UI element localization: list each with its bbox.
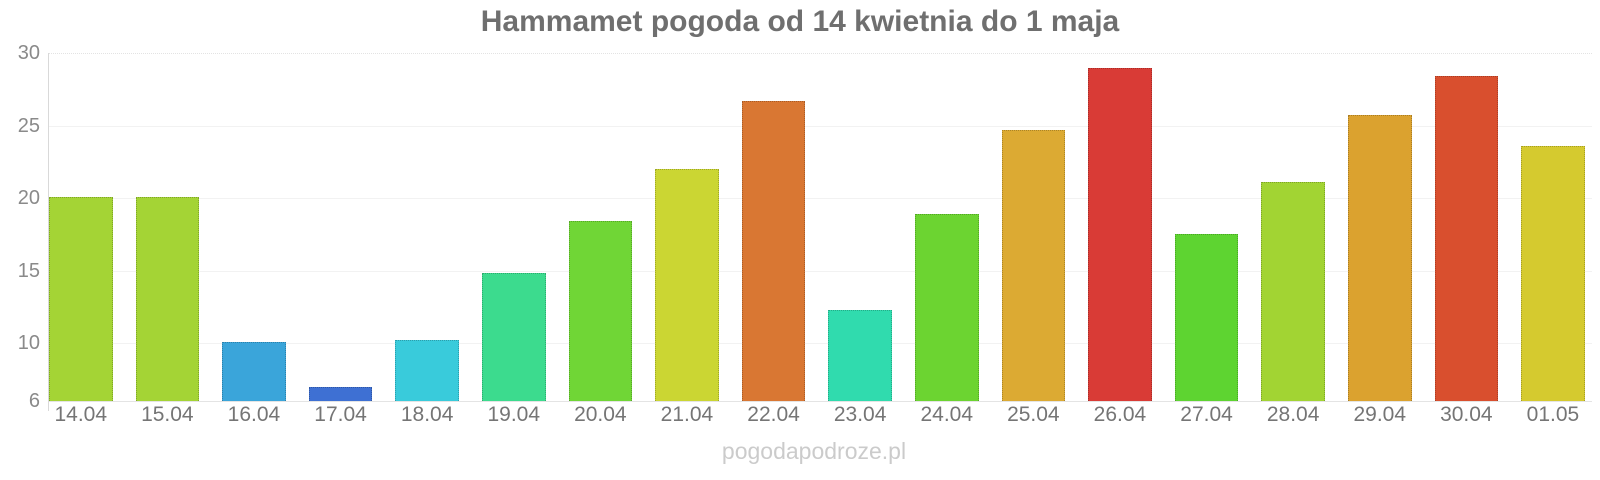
chart-title: Hammamet pogoda od 14 kwietnia do 1 maja xyxy=(480,5,1120,38)
x-tick-label: 15.04 xyxy=(141,403,194,426)
bar-27.04[interactable] xyxy=(1174,234,1239,401)
x-tick-label: 26.04 xyxy=(1093,403,1147,426)
bar-22.04[interactable] xyxy=(741,100,806,401)
x-tick-label: 01.05 xyxy=(1526,403,1580,426)
x-tick-label: 27.04 xyxy=(1180,403,1233,426)
x-tick-label: 17.04 xyxy=(314,403,367,426)
bar-26.04[interactable] xyxy=(1088,67,1152,401)
y-tick-label: 10 xyxy=(17,332,40,354)
bar-28.04[interactable] xyxy=(1261,182,1325,401)
x-tick-label: 21.04 xyxy=(660,403,714,426)
x-tick-label: 28.04 xyxy=(1266,403,1320,426)
bar-15.04[interactable] xyxy=(135,196,200,401)
grid-line-30 xyxy=(48,53,1592,54)
x-axis-baseline xyxy=(48,401,1592,402)
grid-line-10 xyxy=(48,343,1592,344)
x-tick-label: 25.04 xyxy=(1007,403,1060,426)
bar-21.04[interactable] xyxy=(655,169,719,401)
x-tick-label: 23.04 xyxy=(833,403,887,426)
bar-19.04[interactable] xyxy=(482,273,546,401)
bar-23.04[interactable] xyxy=(828,309,892,401)
bar-30.04[interactable] xyxy=(1434,76,1499,401)
y-tick-label: 15 xyxy=(17,259,40,282)
bar-18.04[interactable] xyxy=(395,340,459,401)
grid-line-25 xyxy=(48,125,1592,127)
y-tick-label: 20 xyxy=(17,187,40,209)
x-tick-label: 24.04 xyxy=(920,403,974,426)
bar-14.04[interactable] xyxy=(49,196,113,401)
x-tick-label: 16.04 xyxy=(227,403,281,426)
bar-17.04[interactable] xyxy=(308,386,373,401)
x-tick-label: 30.04 xyxy=(1440,403,1493,426)
bar-25.04[interactable] xyxy=(1001,129,1066,401)
bar-20.04[interactable] xyxy=(568,221,633,401)
bar-29.04[interactable] xyxy=(1348,115,1412,401)
x-tick-label: 20.04 xyxy=(574,403,627,426)
bar-01.05[interactable] xyxy=(1521,145,1585,401)
y-tick-label: 6 xyxy=(28,390,40,412)
y-axis-line xyxy=(48,53,49,411)
bar-16.04[interactable] xyxy=(222,341,286,401)
x-tick-label: 29.04 xyxy=(1353,403,1407,426)
x-tick-label: 19.04 xyxy=(487,403,541,426)
x-tick-label: 18.04 xyxy=(400,403,454,426)
bar-24.04[interactable] xyxy=(915,213,979,401)
y-tick-label: 30 xyxy=(17,42,40,64)
watermark-text: pogodapodroze.pl xyxy=(721,438,907,464)
x-tick-label: 22.04 xyxy=(747,403,800,426)
grid-line-15 xyxy=(48,270,1592,272)
y-tick-label: 25 xyxy=(17,114,40,137)
grid-line-20 xyxy=(48,198,1592,199)
x-tick-label: 14.04 xyxy=(54,403,108,426)
